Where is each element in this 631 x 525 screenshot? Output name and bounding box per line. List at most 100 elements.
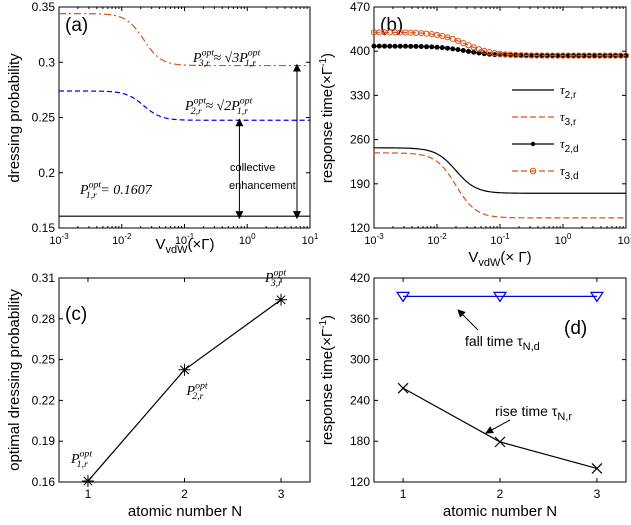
y-tick-label: 360 <box>350 312 370 326</box>
x-axis-label: VvdW(× Γ) <box>468 249 531 269</box>
tick-base: 10 <box>302 235 314 247</box>
label-sup: opt <box>89 180 102 191</box>
legend-sub: 3,d <box>565 171 579 182</box>
legend-tau: τ <box>560 109 566 124</box>
data-point-fall <box>395 291 411 303</box>
x-tick-label: 10-2 <box>112 232 132 247</box>
annotation-rise-time: rise time τN,r <box>495 403 572 423</box>
data-point-rise <box>591 462 603 474</box>
legend-sub: 2,d <box>565 144 579 155</box>
tick-base: 10 <box>618 235 630 247</box>
data-point <box>178 363 191 376</box>
legend-tau: τ <box>560 136 566 151</box>
series-marker-2-d <box>434 44 440 50</box>
x-axis-label: atomic number N <box>128 503 242 520</box>
series-marker-3-d <box>444 34 451 41</box>
series-line-P3 <box>59 13 310 67</box>
series-marker-2-d <box>471 49 477 55</box>
x-tick-label: 1 <box>400 487 407 501</box>
panel-tag: (c) <box>65 304 87 325</box>
series-marker-2-d <box>397 43 403 49</box>
series-marker-2-d <box>376 43 382 49</box>
panel-tag: (a) <box>65 15 88 36</box>
label-sub: 3,r <box>270 278 282 289</box>
series-marker-2-d <box>371 43 377 49</box>
tick-base: 10 <box>490 235 502 247</box>
y-tick-label: 0.15 <box>32 221 56 235</box>
tick-base: 10 <box>49 235 61 247</box>
point-label: Popt 2,r <box>186 381 208 403</box>
panel-b: 12019026033040047010-310-210-1100101(b)τ… <box>318 0 631 269</box>
y-tick-label: 190 <box>350 177 370 191</box>
arrow-fall <box>457 309 479 331</box>
ylabel-end: ) <box>319 315 336 320</box>
series-marker-2-d <box>460 48 466 54</box>
series-marker-3-d <box>465 42 472 49</box>
series-marker-3-d <box>622 52 630 59</box>
annotation-fall-time: fall time τN,d <box>465 333 540 353</box>
series-marker-2-d <box>466 48 471 54</box>
series-marker-2-d <box>445 45 450 51</box>
ylabel-sup: -1 <box>318 320 329 329</box>
x-tick-label: 101 <box>618 232 631 247</box>
y-axis-label: response time(×Γ-1) <box>318 53 336 183</box>
label-base: P <box>70 452 80 467</box>
series-marker-2-d <box>403 43 408 49</box>
xlabel-base: V <box>155 236 165 253</box>
ylabel-end: ) <box>319 53 336 58</box>
label-relation: = 0.1607 <box>97 183 153 198</box>
series-line-2-r <box>374 147 626 194</box>
series-marker-3-d <box>460 39 467 47</box>
x-tick-label: 10-2 <box>427 232 447 247</box>
annotation-text: rise time τ <box>495 403 558 419</box>
series-marker-2-d <box>387 43 393 49</box>
series-marker-2-d <box>439 45 445 51</box>
plot-frame <box>373 277 627 483</box>
label-sup: opt <box>248 48 261 59</box>
y-tick-label: 0.31 <box>32 271 56 285</box>
panel-c: 0.160.190.220.250.280.311 2 3(c)Popt 1,rPop… <box>6 267 311 520</box>
label-relation: ≈ √2P <box>202 99 240 114</box>
x-tick-label: 10-3 <box>364 232 384 247</box>
series-marker-2-d <box>429 44 435 50</box>
legend: τ2,rτ3,rτ2,dτ3,d <box>512 82 579 182</box>
ylabel-base: response time(×Γ <box>319 329 336 445</box>
label-base: P <box>186 384 196 399</box>
tick-exp: 1 <box>314 232 319 241</box>
y-tick-label: 0.22 <box>32 393 56 407</box>
tick-exp: -2 <box>124 232 132 241</box>
x-tick-label: 2 <box>497 487 504 501</box>
data-point-fall <box>492 291 508 303</box>
series-line <box>87 299 282 482</box>
label-sub: 1,r <box>237 106 248 117</box>
label-sub: 1,r <box>86 190 97 201</box>
y-tick-label: 400 <box>350 44 370 58</box>
series-marker-2-d <box>413 43 419 49</box>
y-tick-label: 120 <box>350 221 370 235</box>
label-sup: opt <box>80 449 93 460</box>
series-line-rise <box>402 387 598 469</box>
series-marker-3-d <box>470 44 477 51</box>
data-point <box>81 475 94 488</box>
series-marker-2-d <box>450 46 456 52</box>
x-axis-label: VvdW(×Γ) <box>155 236 214 256</box>
xlabel-unit: (× Γ) <box>500 249 531 266</box>
annotation-sub: N,r <box>557 411 572 423</box>
tick-exp: -2 <box>440 232 448 241</box>
x-tick-label: 10-1 <box>175 232 195 247</box>
annotation-collective: collective <box>230 162 275 174</box>
y-tick-label: 0.28 <box>32 312 56 326</box>
y-tick-label: 330 <box>350 88 370 102</box>
y-axis-label: dressing probability <box>6 53 23 183</box>
y-tick-label: 120 <box>350 475 370 489</box>
y-tick-label: 0.16 <box>32 475 56 489</box>
legend-marker <box>529 167 537 175</box>
label-sup: opt <box>274 267 287 278</box>
panel-d: 120 180 240 300 360 420 1 2 3 (d) fall time τN,d ri… <box>318 271 627 520</box>
data-point-rise <box>397 382 409 394</box>
legend-label: τ2,r <box>560 82 577 101</box>
x-tick-label: 3 <box>278 487 285 501</box>
y-tick-label: 260 <box>350 133 370 147</box>
